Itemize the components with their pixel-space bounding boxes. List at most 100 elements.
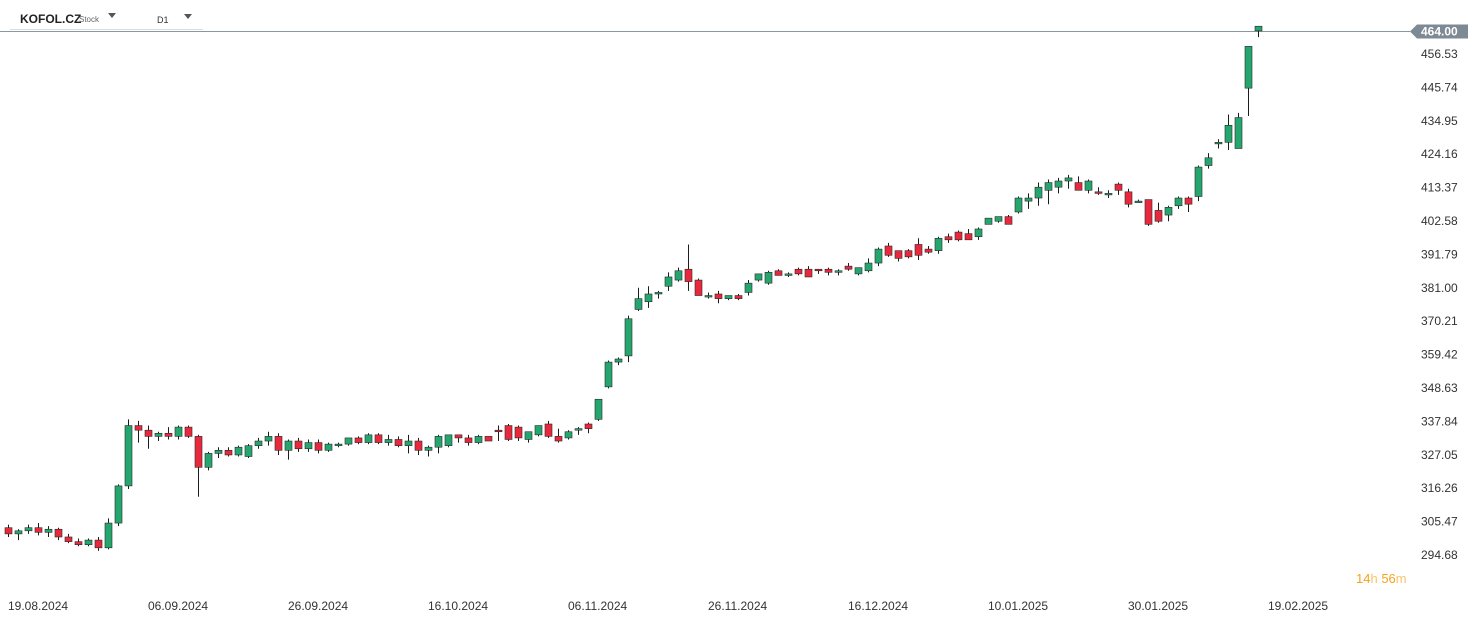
candle-body (234, 446, 243, 456)
candle-body (734, 295, 743, 299)
candle-body (944, 236, 953, 241)
candle-body (654, 292, 663, 295)
timeframe-label[interactable]: D1 (157, 15, 169, 25)
candle-body (784, 273, 793, 276)
candle-body (1104, 193, 1113, 196)
candle-body (84, 539, 93, 546)
y-tick-label: 381.00 (1421, 281, 1458, 295)
candle-body (764, 272, 773, 284)
candle-body (814, 268, 823, 272)
candle-body (484, 436, 493, 442)
candle-body (844, 265, 853, 270)
candle-body (964, 233, 973, 241)
y-tick-label: 337.84 (1421, 414, 1458, 428)
candle-body (864, 262, 873, 272)
candle-body (774, 270, 783, 276)
candle-body (94, 539, 103, 549)
candle-body (584, 423, 593, 429)
symbol-dropdown-caret-icon[interactable] (108, 13, 116, 18)
candle-body (834, 270, 843, 273)
candle-body (54, 528, 63, 538)
x-tick-label: 06.11.2024 (568, 599, 627, 613)
x-tick-label: 06.09.2024 (148, 599, 208, 613)
candle-body (454, 434, 463, 439)
candle-body (264, 436, 273, 442)
candle-body (914, 244, 923, 256)
candle-body (294, 440, 303, 450)
candle-body (104, 522, 113, 549)
y-tick-label: 294.68 (1421, 548, 1458, 562)
y-tick-label: 434.95 (1421, 114, 1458, 128)
candle-body (414, 440, 423, 451)
candle-body (634, 298, 643, 310)
symbol-name[interactable]: KOFOL.CZ (20, 12, 82, 26)
candle-body (1084, 180, 1093, 191)
candle-body (614, 358, 623, 363)
candle-body (984, 217, 993, 225)
candle-body (114, 485, 123, 524)
candle-body (314, 442, 323, 451)
candle-body (214, 450, 223, 454)
candle-body (514, 426, 523, 439)
current-price-label: 464.00 (1421, 25, 1458, 39)
x-tick-label: 16.10.2024 (428, 599, 488, 613)
candle-countdown: 14h 56m (1356, 571, 1407, 586)
candle-body (364, 434, 373, 443)
candle-body (1094, 191, 1103, 194)
candle-body (154, 432, 163, 437)
countdown-hours-unit: h (1370, 571, 1378, 586)
candle-body (534, 425, 543, 436)
y-tick-label: 305.47 (1421, 515, 1458, 529)
y-tick-label: 370.21 (1421, 314, 1458, 328)
candle-body (1224, 124, 1233, 143)
timeframe-dropdown-caret-icon[interactable] (184, 14, 192, 19)
y-tick-label: 413.37 (1421, 181, 1458, 195)
candle-body (1144, 199, 1153, 225)
candle-body (1174, 197, 1183, 207)
y-tick-label: 348.63 (1421, 381, 1458, 395)
candle-body (1164, 207, 1173, 216)
candle-body (494, 429, 503, 433)
candle-body (954, 231, 963, 241)
candle-body (884, 245, 893, 256)
candle-body (924, 248, 933, 253)
candle-body (504, 425, 513, 440)
candle-body (1134, 200, 1143, 203)
candle-body (1024, 197, 1033, 202)
candle-body (554, 436, 563, 442)
candle-body (1184, 197, 1193, 205)
candle-body (664, 276, 673, 287)
candle-body (724, 295, 733, 299)
candle-body (434, 436, 443, 448)
candle-body (1204, 157, 1213, 166)
candle-body (1004, 216, 1013, 225)
candle-body (1214, 142, 1223, 145)
candle-body (354, 437, 363, 443)
candle-body (404, 440, 413, 446)
current-price-tag (1410, 24, 1468, 39)
x-tick-label: 26.09.2024 (288, 599, 348, 613)
y-tick-label: 316.26 (1421, 481, 1458, 495)
y-tick-label: 359.42 (1421, 348, 1458, 362)
candle-body (144, 429, 153, 437)
candle-body (24, 527, 33, 532)
y-tick-label: 402.58 (1421, 214, 1458, 228)
candle-body (854, 267, 863, 275)
candle-body (374, 434, 383, 443)
x-tick-label: 19.08.2024 (8, 599, 68, 613)
candle-body (244, 445, 253, 457)
countdown-hours: 14 (1356, 571, 1371, 586)
candle-body (934, 237, 943, 251)
candle-body (994, 216, 1003, 222)
toolbar-divider (10, 29, 203, 30)
y-tick-label: 391.79 (1421, 247, 1458, 261)
candle-body (524, 431, 533, 440)
candle-body (274, 436, 283, 451)
candle-body (1034, 186, 1043, 199)
candle-body (1194, 166, 1203, 197)
x-tick-label: 10.01.2025 (988, 599, 1048, 613)
candle-body (174, 426, 183, 437)
candle-body (14, 530, 23, 535)
candle-body (344, 437, 353, 445)
